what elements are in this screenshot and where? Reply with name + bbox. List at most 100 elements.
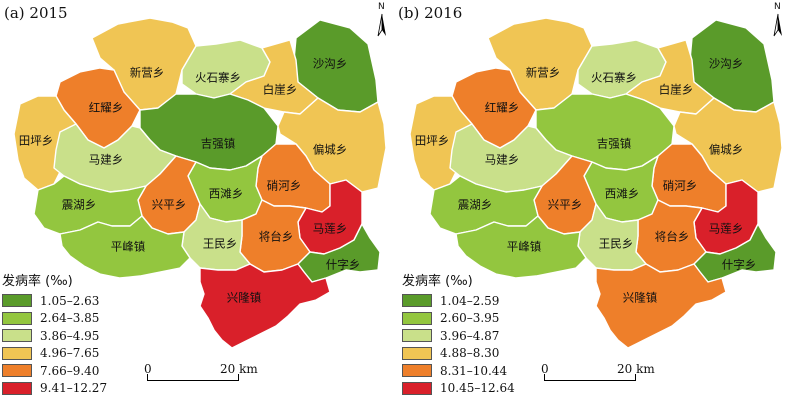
region-label: 红耀乡: [89, 101, 124, 115]
legend-label: 10.45–12.64: [440, 381, 515, 396]
legend-swatch: [2, 294, 32, 308]
legend-items: 1.05–2.63 2.64–3.85 3.86–4.95 4.96–7.65 7.66…: [2, 292, 142, 397]
legend-item: 1.05–2.63: [2, 292, 142, 310]
legend-swatch: [402, 346, 432, 360]
scale-bar: 0 20 km: [144, 362, 258, 392]
region-label: 新营乡: [526, 66, 561, 80]
region-平峰镇: [455, 215, 587, 279]
legend-item: 7.66–9.40: [2, 362, 142, 380]
region-label: 西滩乡: [209, 187, 244, 201]
legend-item: 3.96–4.87: [402, 327, 542, 345]
scale-end-label: 20 km: [220, 362, 258, 376]
region-label: 马建乡: [89, 153, 124, 167]
legend-title: 发病率 (‰): [402, 274, 473, 289]
legend-label: 8.31–10.44: [440, 363, 508, 378]
region-label: 兴隆镇: [623, 291, 658, 305]
legend-swatch: [2, 311, 32, 325]
scale-bar: 0 20 km: [541, 362, 655, 392]
region-label: 西滩乡: [605, 187, 640, 201]
region-label: 兴平乡: [548, 198, 583, 212]
region-王民乡: [577, 203, 647, 271]
legend-label: 1.05–2.63: [40, 293, 100, 308]
legend-swatch: [2, 381, 32, 395]
legend-label: 1.04–2.59: [440, 293, 500, 308]
legend-item: 4.88–8.30: [402, 345, 542, 363]
legend-label: 2.60–3.95: [440, 311, 500, 326]
legend-swatch: [402, 329, 432, 343]
north-arrow-icon: [773, 13, 782, 37]
legend-label: 4.88–8.30: [440, 346, 500, 361]
legend-item: 3.86–4.95: [2, 327, 142, 345]
legend-label: 7.66–9.40: [40, 363, 100, 378]
scale-zero-label: 0: [144, 362, 152, 376]
region-兴隆镇: [199, 263, 331, 349]
legend-item: 4.96–7.65: [2, 345, 142, 363]
panel-title: (b) 2016: [398, 4, 463, 22]
legend-item: 1.04–2.59: [402, 292, 542, 310]
region-label: 白崖乡: [263, 83, 298, 97]
scale-end-label: 20 km: [617, 362, 655, 376]
region-label: 马莲乡: [313, 222, 348, 236]
region-白崖乡: [625, 39, 715, 115]
region-label: 田坪乡: [19, 134, 54, 148]
region-震湖乡: [429, 175, 543, 235]
region-label: 硝河乡: [663, 179, 698, 193]
region-label: 田坪乡: [415, 134, 450, 148]
region-label: 平峰镇: [111, 240, 146, 254]
legend-label: 4.96–7.65: [40, 346, 100, 361]
legend-item: 10.45–12.64: [402, 380, 542, 398]
region-震湖乡: [33, 175, 147, 235]
region-label: 新营乡: [130, 66, 165, 80]
legend: 发病率 (‰) 1.05–2.63 2.64–3.85 3.86–4.95 4.96–…: [2, 270, 142, 397]
region-label: 火石寨乡: [591, 71, 637, 85]
legend-item: 8.31–10.44: [402, 362, 542, 380]
scale-zero-label: 0: [541, 362, 549, 376]
legend-items: 1.04–2.59 2.60–3.95 3.96–4.87 4.88–8.30 8.31…: [402, 292, 542, 397]
legend-swatch: [402, 294, 432, 308]
region-label: 沙沟乡: [709, 57, 744, 71]
legend: 发病率 (‰) 1.04–2.59 2.60–3.95 3.96–4.87 4.88–…: [402, 270, 542, 397]
region-label: 吉强镇: [597, 137, 632, 151]
region-王民乡: [181, 203, 251, 271]
region-label: 震湖乡: [458, 198, 493, 212]
region-label: 将台乡: [655, 230, 690, 244]
region-label: 什字乡: [326, 258, 361, 272]
legend-item: 2.60–3.95: [402, 310, 542, 328]
region-白崖乡: [229, 39, 319, 115]
region-label: 什字乡: [722, 258, 757, 272]
region-label: 马建乡: [485, 153, 520, 167]
region-label: 火石寨乡: [195, 71, 241, 85]
legend-swatch: [402, 364, 432, 378]
region-label: 平峰镇: [507, 240, 542, 254]
region-label: 兴平乡: [152, 198, 187, 212]
region-label: 偏城乡: [313, 143, 348, 157]
map-panel-2015: 沙沟乡 新营乡 火石寨乡 白崖乡 红耀乡 田坪乡 吉强镇 偏城乡 马建乡 硝河乡 西滩乡 兴平乡 震湖乡…: [2, 2, 387, 397]
map-panel-2016: 沙沟乡 新营乡 火石寨乡 白崖乡 红耀乡 田坪乡 吉强镇 偏城乡 马建乡 硝河乡 西滩乡 兴平乡 震湖乡…: [396, 0, 792, 403]
region-平峰镇: [59, 215, 191, 279]
region-label: 沙沟乡: [313, 57, 348, 71]
region-label: 硝河乡: [267, 179, 302, 193]
panel-title: (a) 2015: [4, 4, 68, 22]
north-label: N: [378, 2, 385, 12]
region-label: 王民乡: [599, 237, 634, 251]
legend-item: 2.64–3.85: [2, 310, 142, 328]
region-label: 王民乡: [203, 237, 238, 251]
region-label: 震湖乡: [62, 198, 97, 212]
legend-label: 3.86–4.95: [40, 328, 100, 343]
legend-label: 2.64–3.85: [40, 311, 100, 326]
region-兴隆镇: [595, 263, 727, 349]
north-arrow-icon: [377, 13, 386, 37]
region-label: 兴隆镇: [227, 291, 262, 305]
legend-title: 发病率 (‰): [2, 274, 73, 289]
region-label: 马莲乡: [709, 222, 744, 236]
region-label: 白崖乡: [659, 83, 694, 97]
legend-swatch: [2, 364, 32, 378]
north-label: N: [774, 2, 781, 12]
legend-swatch: [2, 329, 32, 343]
legend-swatch: [2, 346, 32, 360]
legend-label: 9.41–12.27: [40, 381, 108, 396]
region-label: 将台乡: [259, 230, 294, 244]
legend-label: 3.96–4.87: [440, 328, 500, 343]
